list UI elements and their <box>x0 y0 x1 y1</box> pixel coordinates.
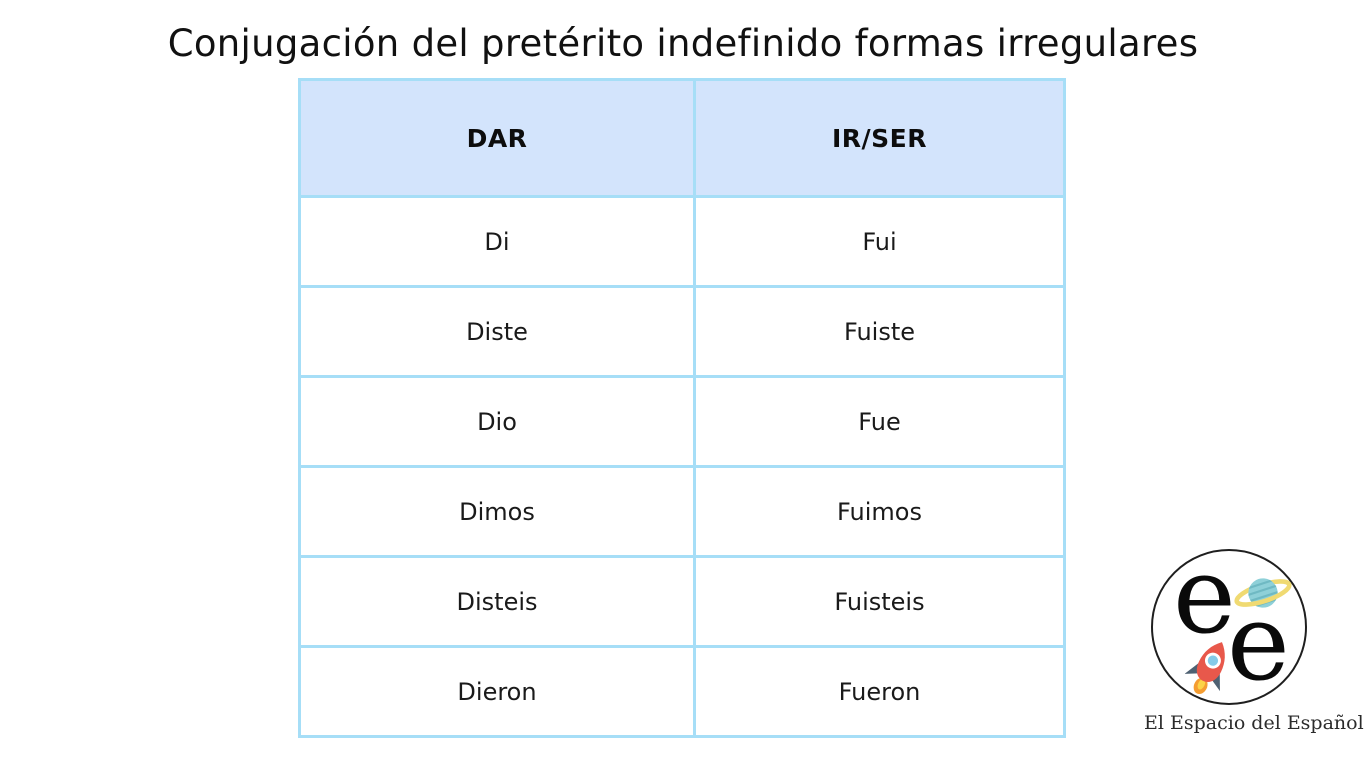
page-title: Conjugación del pretérito indefinido for… <box>167 22 1199 65</box>
logo-caption: El Espacio del Español <box>1144 712 1364 734</box>
column-header-irser: IR/SER <box>696 81 1063 195</box>
logo-circle: e e <box>1151 543 1307 705</box>
table-cell: Disteis <box>301 558 693 645</box>
table-cell: Fuiste <box>696 288 1063 375</box>
table-cell: Dio <box>301 378 693 465</box>
table-cell: Fue <box>696 378 1063 465</box>
table-cell: Fueron <box>696 648 1063 735</box>
table-cell: Fuimos <box>696 468 1063 555</box>
logo: e e <box>1144 543 1364 739</box>
table-cell: Dimos <box>301 468 693 555</box>
logo-letter-bottom: e <box>1227 581 1290 704</box>
table-cell: Di <box>301 198 693 285</box>
table-cell: Fuisteis <box>696 558 1063 645</box>
table-cell: Fui <box>696 198 1063 285</box>
table-cell: Dieron <box>301 648 693 735</box>
logo-letter-top: e <box>1173 534 1236 657</box>
planet-icon <box>1234 578 1292 609</box>
rocket-icon <box>1184 642 1225 695</box>
conjugation-table: DAR IR/SER Di Fui Diste Fuiste Dio Fue D… <box>298 78 1066 738</box>
column-header-dar: DAR <box>301 81 693 195</box>
table-cell: Diste <box>301 288 693 375</box>
